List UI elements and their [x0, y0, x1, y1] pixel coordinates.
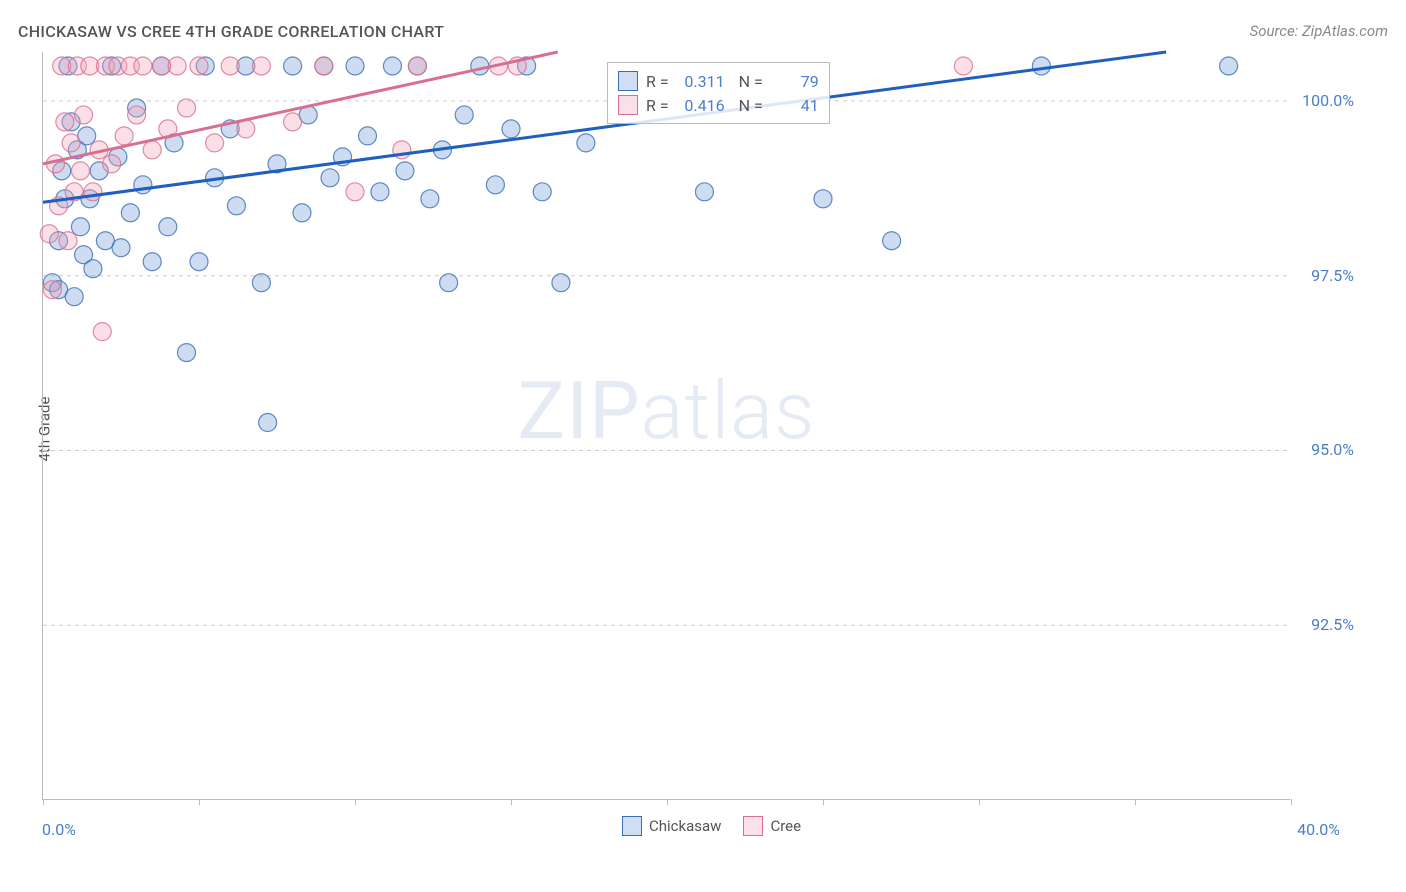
- data-point: [71, 162, 89, 180]
- data-point: [346, 183, 364, 201]
- stat-label: N =: [739, 96, 763, 115]
- data-point: [883, 232, 901, 250]
- data-point: [221, 57, 239, 75]
- y-tick-label: 97.5%: [1311, 266, 1354, 285]
- data-point: [577, 134, 595, 152]
- data-point: [695, 183, 713, 201]
- legend-swatch: [622, 816, 642, 836]
- legend: Chickasaw Cree: [622, 816, 801, 836]
- data-point: [143, 253, 161, 271]
- x-tick-mark: [199, 799, 200, 805]
- y-tick-label: 95.0%: [1311, 440, 1354, 459]
- legend-label: Chickasaw: [649, 817, 721, 835]
- data-point: [1032, 57, 1050, 75]
- data-point: [178, 344, 196, 362]
- data-point: [112, 239, 130, 257]
- stats-row: R = 0.311 N = 79: [618, 69, 819, 93]
- data-point: [252, 274, 270, 292]
- chart-title: CHICKASAW VS CREE 4TH GRADE CORRELATION …: [18, 22, 444, 41]
- data-point: [84, 260, 102, 278]
- data-point: [1220, 57, 1238, 75]
- x-tick-mark: [355, 799, 356, 805]
- chart-svg: [43, 52, 1290, 799]
- data-point: [43, 281, 61, 299]
- data-point: [358, 127, 376, 145]
- data-point: [168, 57, 186, 75]
- data-point: [552, 274, 570, 292]
- x-tick-mark: [667, 799, 668, 805]
- data-point: [471, 57, 489, 75]
- data-point: [284, 57, 302, 75]
- x-tick-mark: [1135, 799, 1136, 805]
- data-point: [440, 274, 458, 292]
- data-point: [103, 155, 121, 173]
- stat-label: R =: [646, 96, 669, 115]
- data-point: [284, 113, 302, 131]
- data-point: [40, 225, 58, 243]
- data-point: [252, 57, 270, 75]
- data-point: [159, 218, 177, 236]
- legend-item: Chickasaw: [622, 816, 721, 836]
- correlation-stats-box: R = 0.311 N = 79 R = 0.416 N = 41: [607, 62, 830, 124]
- data-point: [455, 106, 473, 124]
- data-point: [321, 169, 339, 187]
- data-point: [143, 141, 161, 159]
- data-point: [84, 183, 102, 201]
- data-point: [954, 57, 972, 75]
- stat-n-value: 41: [771, 96, 819, 115]
- chart-source: Source: ZipAtlas.com: [1250, 22, 1388, 40]
- data-point: [134, 57, 152, 75]
- data-point: [533, 183, 551, 201]
- data-point: [59, 232, 77, 250]
- stat-r-value: 0.311: [677, 72, 725, 91]
- data-point: [371, 183, 389, 201]
- data-point: [56, 113, 74, 131]
- data-point: [227, 197, 245, 215]
- data-point: [206, 134, 224, 152]
- data-point: [396, 162, 414, 180]
- data-point: [65, 288, 83, 306]
- x-tick-mark: [823, 799, 824, 805]
- x-tick-mark: [511, 799, 512, 805]
- series-swatch: [618, 95, 638, 115]
- legend-swatch: [743, 816, 763, 836]
- data-point: [190, 253, 208, 271]
- data-point: [383, 57, 401, 75]
- stat-n-value: 79: [771, 72, 819, 91]
- data-point: [178, 99, 196, 117]
- data-point: [486, 176, 504, 194]
- data-point: [315, 57, 333, 75]
- data-point: [502, 120, 520, 138]
- data-point: [121, 204, 139, 222]
- data-point: [71, 218, 89, 236]
- data-point: [814, 190, 832, 208]
- data-point: [190, 57, 208, 75]
- data-point: [293, 204, 311, 222]
- x-tick-mark: [43, 799, 44, 805]
- x-tick-mark: [979, 799, 980, 805]
- series-swatch: [618, 71, 638, 91]
- data-point: [346, 57, 364, 75]
- data-point: [128, 106, 146, 124]
- x-tick-mark: [1291, 799, 1292, 805]
- data-point: [115, 127, 133, 145]
- x-axis-min-label: 0.0%: [42, 820, 76, 839]
- data-point: [75, 106, 93, 124]
- stat-label: R =: [646, 72, 669, 91]
- legend-item: Cree: [743, 816, 801, 836]
- legend-label: Cree: [770, 817, 801, 835]
- y-tick-label: 100.0%: [1302, 91, 1354, 110]
- data-point: [259, 414, 277, 432]
- stat-label: N =: [739, 72, 763, 91]
- x-axis-max-label: 40.0%: [1297, 820, 1340, 839]
- y-tick-label: 92.5%: [1311, 615, 1354, 634]
- data-point: [408, 57, 426, 75]
- data-point: [93, 323, 111, 341]
- data-point: [62, 134, 80, 152]
- chart-plot-area: ZIPatlas R = 0.311 N = 79 R = 0.416 N = …: [42, 52, 1290, 800]
- data-point: [421, 190, 439, 208]
- stat-r-value: 0.416: [677, 96, 725, 115]
- stats-row: R = 0.416 N = 41: [618, 93, 819, 117]
